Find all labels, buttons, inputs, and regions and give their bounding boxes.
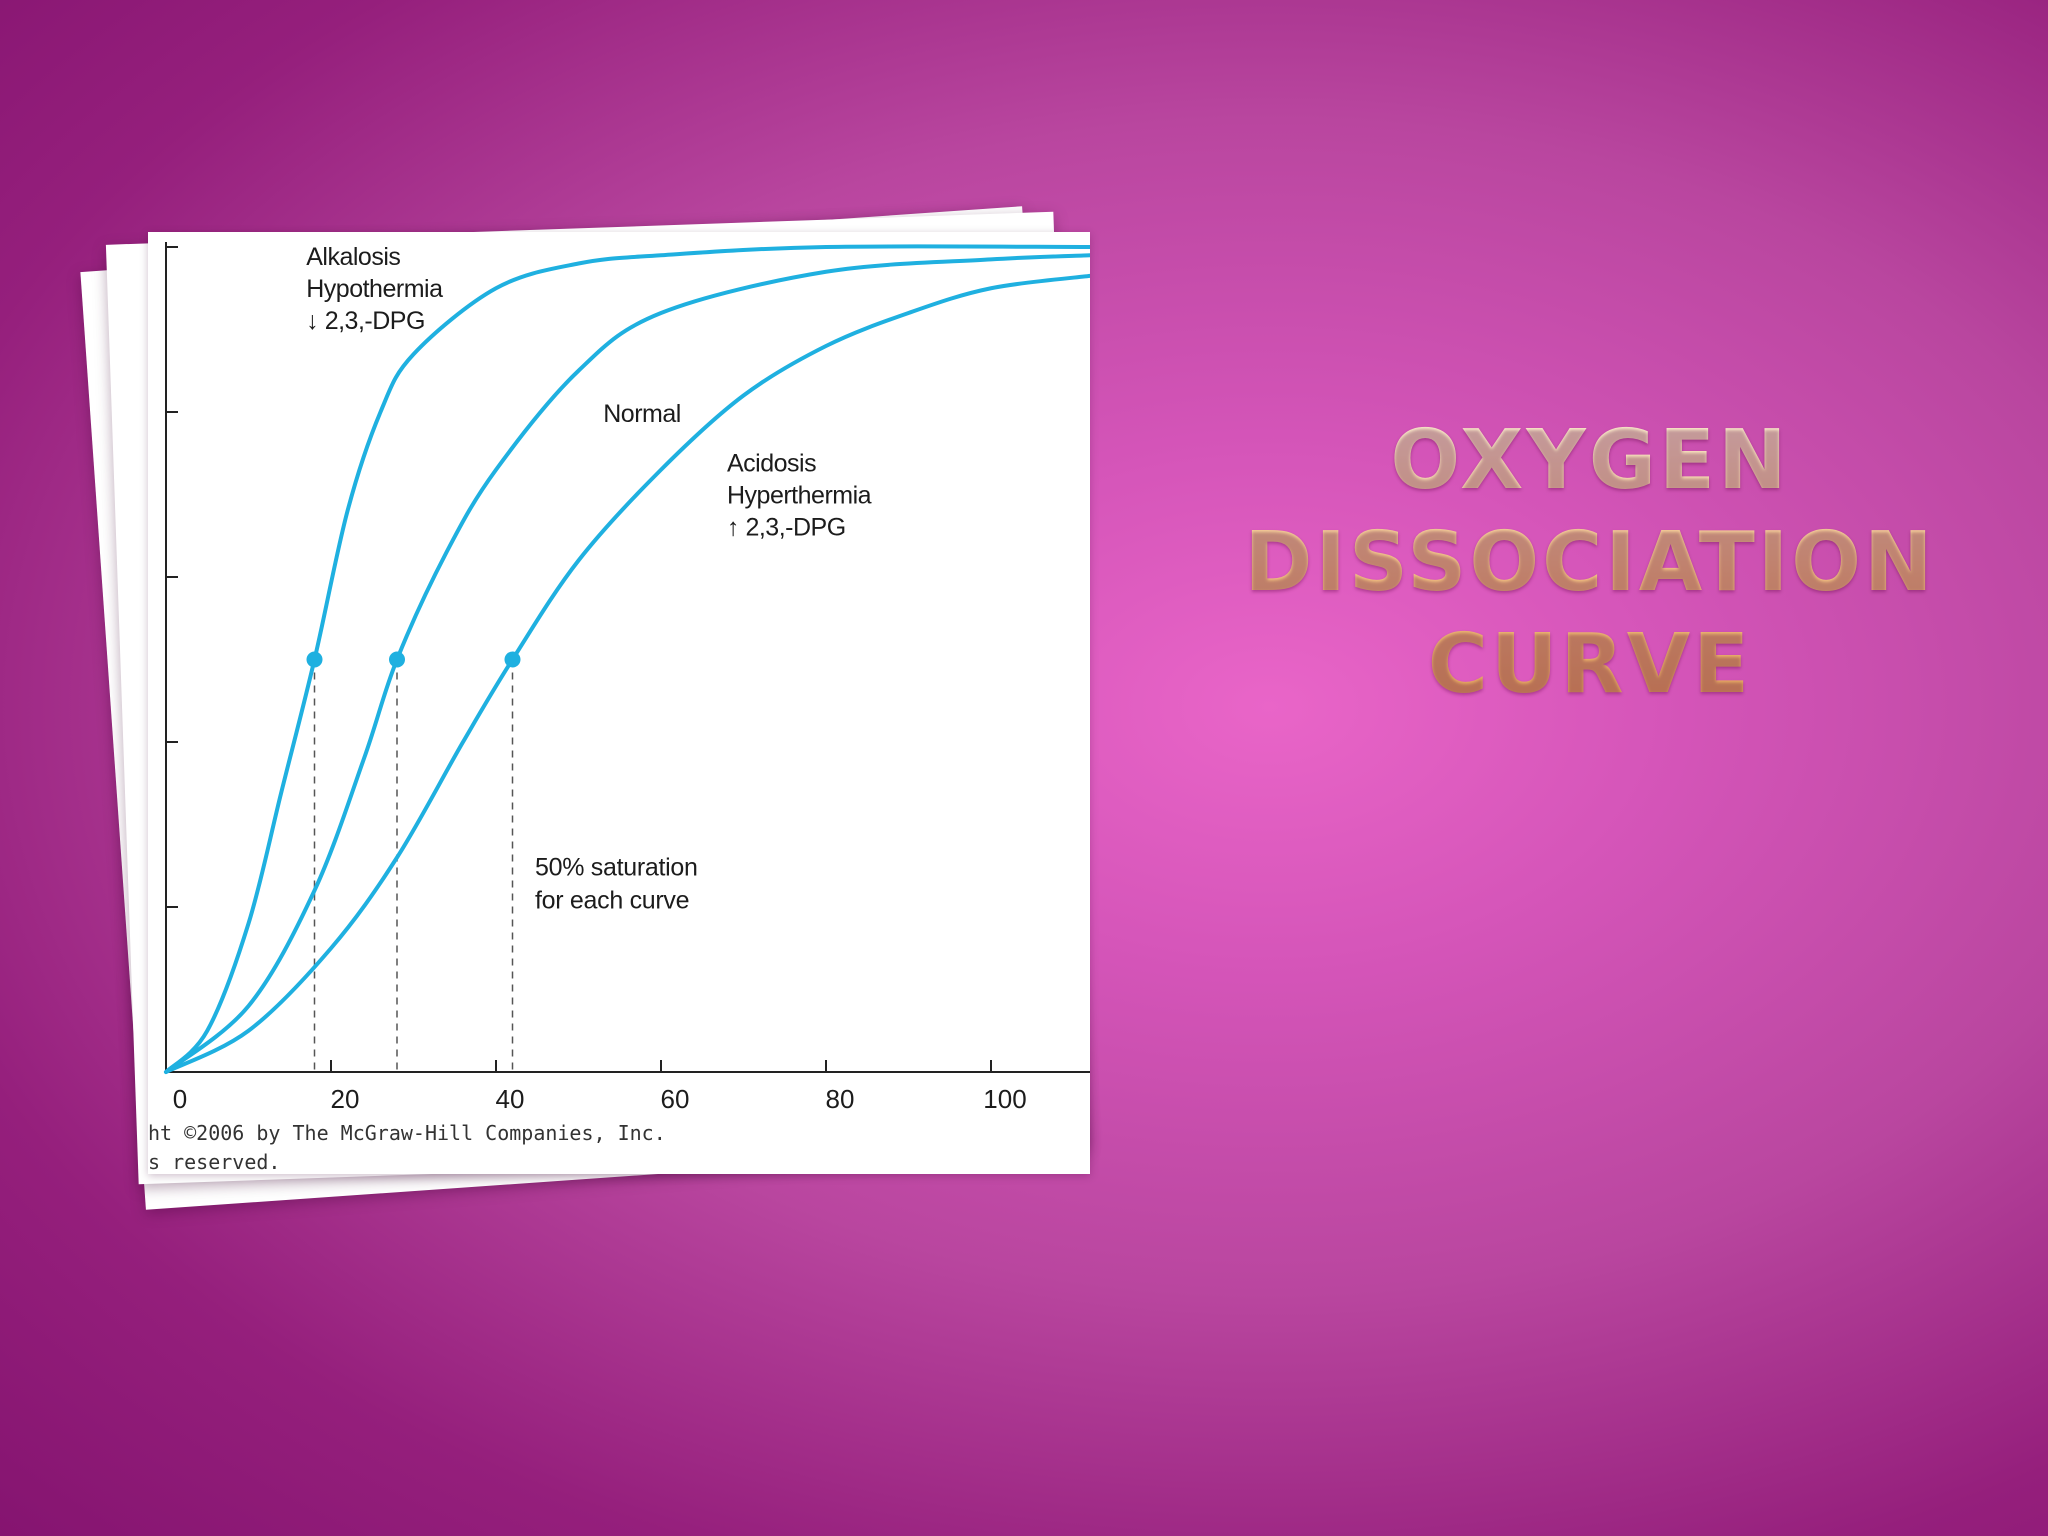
- curve-label-1-line-2: Hypothermia: [306, 275, 443, 303]
- curve-label-3-line-3: ↑ 2,3,-DPG: [727, 513, 846, 541]
- oxygen-dissociation-chart: 0 20 40 60 80 100 Alkalosis Hypothermia ↓ 2,3,-D…: [148, 242, 1090, 1174]
- chart-sheet: 0 20 40 60 80 100 Alkalosis Hypothermia ↓ 2,3,-D…: [148, 232, 1090, 1174]
- x-tick-label: 40: [496, 1084, 525, 1114]
- p50-marker: [504, 651, 521, 668]
- curve-label-3-line-2: Hyperthermia: [727, 481, 872, 509]
- x-tick-label: 60: [661, 1084, 690, 1114]
- dissociation-curve-1: [164, 244, 1090, 1074]
- slide-title: OXYGEN DISSOCIATION CURVE: [1230, 410, 1950, 716]
- x-tick-label: 80: [826, 1084, 855, 1114]
- dissociation-curve-3: [164, 273, 1090, 1074]
- p50-marker: [389, 651, 405, 668]
- copyright-line-1: ht ©2006 by The McGraw-Hill Companies, I…: [148, 1121, 666, 1145]
- p50-annotation-line-2: for each curve: [535, 887, 689, 915]
- curve-label-1-line-1: Alkalosis: [306, 243, 400, 271]
- p50-annotation-line-1: 50% saturation: [535, 854, 698, 882]
- copyright-line-2: s reserved.: [148, 1150, 280, 1174]
- x-tick-label: 0: [173, 1084, 187, 1114]
- slide-title-line-1: OXYGEN: [1390, 413, 1790, 508]
- dissociation-curve-2: [164, 253, 1090, 1074]
- curve-label-1-line-3: ↓ 2,3,-DPG: [306, 307, 425, 335]
- curve-label-2-line-1: Normal: [603, 400, 681, 428]
- slide-title-line-3: CURVE: [1427, 617, 1753, 712]
- x-tick-label: 100: [983, 1084, 1026, 1114]
- x-tick-label: 20: [331, 1084, 360, 1114]
- curve-label-3-line-1: Acidosis: [727, 449, 816, 477]
- slide-title-line-2: DISSOCIATION: [1244, 515, 1936, 610]
- p50-marker: [306, 651, 323, 668]
